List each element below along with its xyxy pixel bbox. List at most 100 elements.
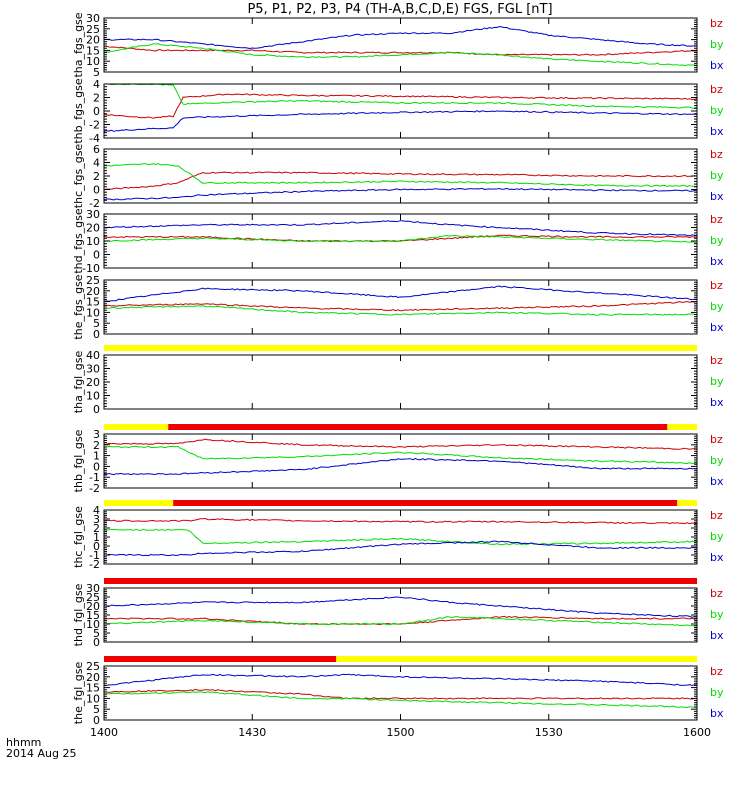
- legend-bx: bx: [710, 475, 724, 488]
- legend-bz: bz: [710, 279, 723, 292]
- y-tick-label: 25: [86, 274, 100, 287]
- y-tick-label: 10: [86, 390, 100, 403]
- x-tick-label: 1500: [387, 726, 415, 739]
- x-tick-label: 1400: [90, 726, 118, 739]
- status-bar-segment-red: [168, 424, 668, 430]
- series-bz-line: [103, 45, 698, 56]
- y-tick-label: -1: [89, 471, 100, 484]
- y-tick-label: 3: [93, 513, 100, 526]
- series-bx-line: [103, 25, 698, 50]
- series-bz-line: [103, 517, 698, 525]
- series-bz-line: [103, 688, 698, 700]
- y-tick-label: 15: [86, 44, 100, 57]
- y-axis-label: tha_fgs_gse: [72, 12, 85, 77]
- series-by-line: [104, 163, 698, 188]
- panel-frame: [103, 279, 698, 335]
- legend-bz: bz: [710, 587, 723, 600]
- series-by-line: [103, 445, 698, 465]
- x-tick-label: 1530: [535, 726, 563, 739]
- legend-bx: bx: [710, 551, 724, 564]
- legend-bx: bx: [710, 396, 724, 409]
- y-tick-label: 2: [93, 170, 100, 183]
- y-tick-label: 25: [86, 660, 100, 673]
- series-by-line: [103, 43, 698, 67]
- y-tick-label: 15: [86, 296, 100, 309]
- y-axis-label: thc_fgs_gse: [72, 144, 85, 209]
- legend-bz: bz: [710, 17, 723, 30]
- status-bar-segment-yellow: [104, 345, 697, 351]
- y-tick-label: 0: [93, 636, 100, 649]
- y-tick-label: 15: [86, 609, 100, 622]
- y-tick-label: 25: [86, 591, 100, 604]
- y-tick-label: 30: [86, 208, 100, 221]
- legend-by: by: [710, 169, 724, 182]
- series-bx-line: [103, 285, 698, 302]
- legend-by: by: [710, 608, 724, 621]
- y-tick-label: 5: [93, 703, 100, 716]
- y-tick-label: 30: [86, 582, 100, 595]
- status-bar-segment-yellow: [677, 500, 697, 506]
- panel-frame: [103, 665, 698, 721]
- y-axis-label: the_fgs_gse: [72, 274, 85, 339]
- legend-bx: bx: [710, 321, 724, 334]
- y-tick-label: 5: [93, 66, 100, 79]
- y-tick-label: 3: [93, 428, 100, 441]
- legend-by: by: [710, 104, 724, 117]
- y-tick-label: 0: [93, 714, 100, 727]
- y-tick-label: 5: [93, 317, 100, 330]
- y-tick-label: 20: [86, 285, 100, 298]
- y-tick-label: 0: [93, 460, 100, 473]
- legend-by: by: [710, 686, 724, 699]
- series-bx-line: [103, 220, 698, 237]
- legend-bz: bz: [710, 83, 723, 96]
- y-tick-label: 10: [86, 618, 100, 631]
- y-tick-label: 0: [93, 249, 100, 262]
- series-by-line: [103, 528, 698, 546]
- y-tick-label: 10: [86, 235, 100, 248]
- y-tick-label: 4: [93, 157, 100, 170]
- series-bz-line: [103, 300, 698, 312]
- legend-bx: bx: [710, 125, 724, 138]
- legend-bx: bx: [710, 629, 724, 642]
- panel-frame: [103, 354, 698, 410]
- y-tick-label: -4: [89, 132, 100, 145]
- series-bx-line: [103, 596, 698, 618]
- y-tick-label: 4: [93, 78, 100, 91]
- status-bar-segment-yellow: [104, 424, 169, 430]
- status-bar-segment-yellow: [104, 500, 174, 506]
- legend-by: by: [710, 300, 724, 313]
- y-tick-label: 10: [86, 306, 100, 319]
- y-tick-label: 20: [86, 600, 100, 613]
- legend-bz: bz: [710, 213, 723, 226]
- series-bx-line: [103, 187, 698, 201]
- y-axis-label: thb_fgs_gse: [72, 78, 85, 144]
- series-by-line: [103, 691, 698, 708]
- legend-by: by: [710, 234, 724, 247]
- legend-bz: bz: [710, 433, 723, 446]
- panel-frame: [103, 509, 698, 565]
- y-axis-label: thc_fgl_gse: [72, 506, 85, 568]
- time-axis: 1400 1430 1500 1530 1600: [90, 726, 711, 739]
- y-tick-label: 30: [86, 363, 100, 376]
- y-axis-label: thd_fgs_gse: [72, 208, 85, 274]
- figure-title: P5, P1, P2, P3, P4 (TH-A,B,C,D,E) FGS, F…: [247, 2, 552, 17]
- status-bar-segment-red: [173, 500, 678, 506]
- y-axis-label: thd_fgl_gse: [72, 583, 85, 646]
- x-tick-label: 1600: [683, 726, 711, 739]
- y-tick-label: 2: [93, 439, 100, 452]
- y-tick-label: 0: [93, 184, 100, 197]
- time-axis-label-date: 2014 Aug 25: [6, 747, 76, 760]
- series-by-line: [104, 83, 698, 109]
- y-axis-label: the_fgl_gse: [72, 662, 85, 725]
- y-tick-label: 20: [86, 671, 100, 684]
- y-tick-label: -2: [89, 119, 100, 132]
- y-tick-label: 0: [93, 105, 100, 118]
- status-bar-segment-yellow: [667, 424, 697, 430]
